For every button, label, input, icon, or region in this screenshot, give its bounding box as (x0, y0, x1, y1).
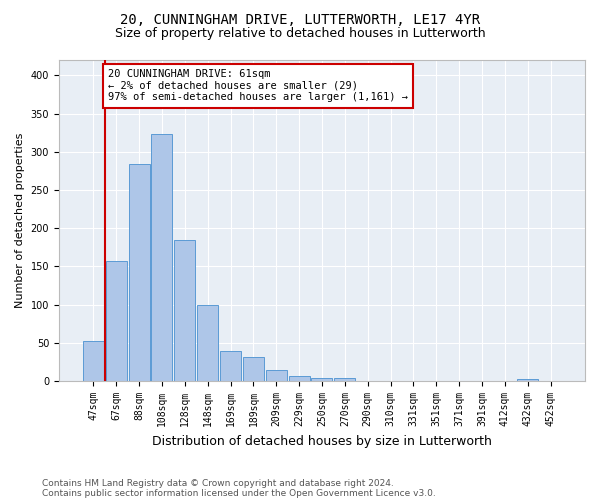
Y-axis label: Number of detached properties: Number of detached properties (15, 133, 25, 308)
Bar (517, 379, 538, 381)
Bar (266, 370, 287, 381)
Bar (311, 378, 332, 381)
Bar (151, 134, 172, 381)
Bar (289, 376, 310, 381)
Text: 20 CUNNINGHAM DRIVE: 61sqm
← 2% of detached houses are smaller (29)
97% of semi-: 20 CUNNINGHAM DRIVE: 61sqm ← 2% of detac… (108, 69, 408, 102)
Text: Size of property relative to detached houses in Lutterworth: Size of property relative to detached ho… (115, 28, 485, 40)
Bar (243, 356, 264, 381)
Bar (174, 240, 195, 381)
Bar (83, 340, 104, 381)
Bar (197, 304, 218, 381)
Bar (334, 378, 355, 381)
Text: Contains HM Land Registry data © Crown copyright and database right 2024.: Contains HM Land Registry data © Crown c… (42, 478, 394, 488)
Text: 20, CUNNINGHAM DRIVE, LUTTERWORTH, LE17 4YR: 20, CUNNINGHAM DRIVE, LUTTERWORTH, LE17 … (120, 12, 480, 26)
Bar (220, 352, 241, 381)
X-axis label: Distribution of detached houses by size in Lutterworth: Distribution of detached houses by size … (152, 434, 492, 448)
Text: Contains public sector information licensed under the Open Government Licence v3: Contains public sector information licen… (42, 488, 436, 498)
Bar (106, 261, 127, 381)
Bar (128, 164, 149, 381)
